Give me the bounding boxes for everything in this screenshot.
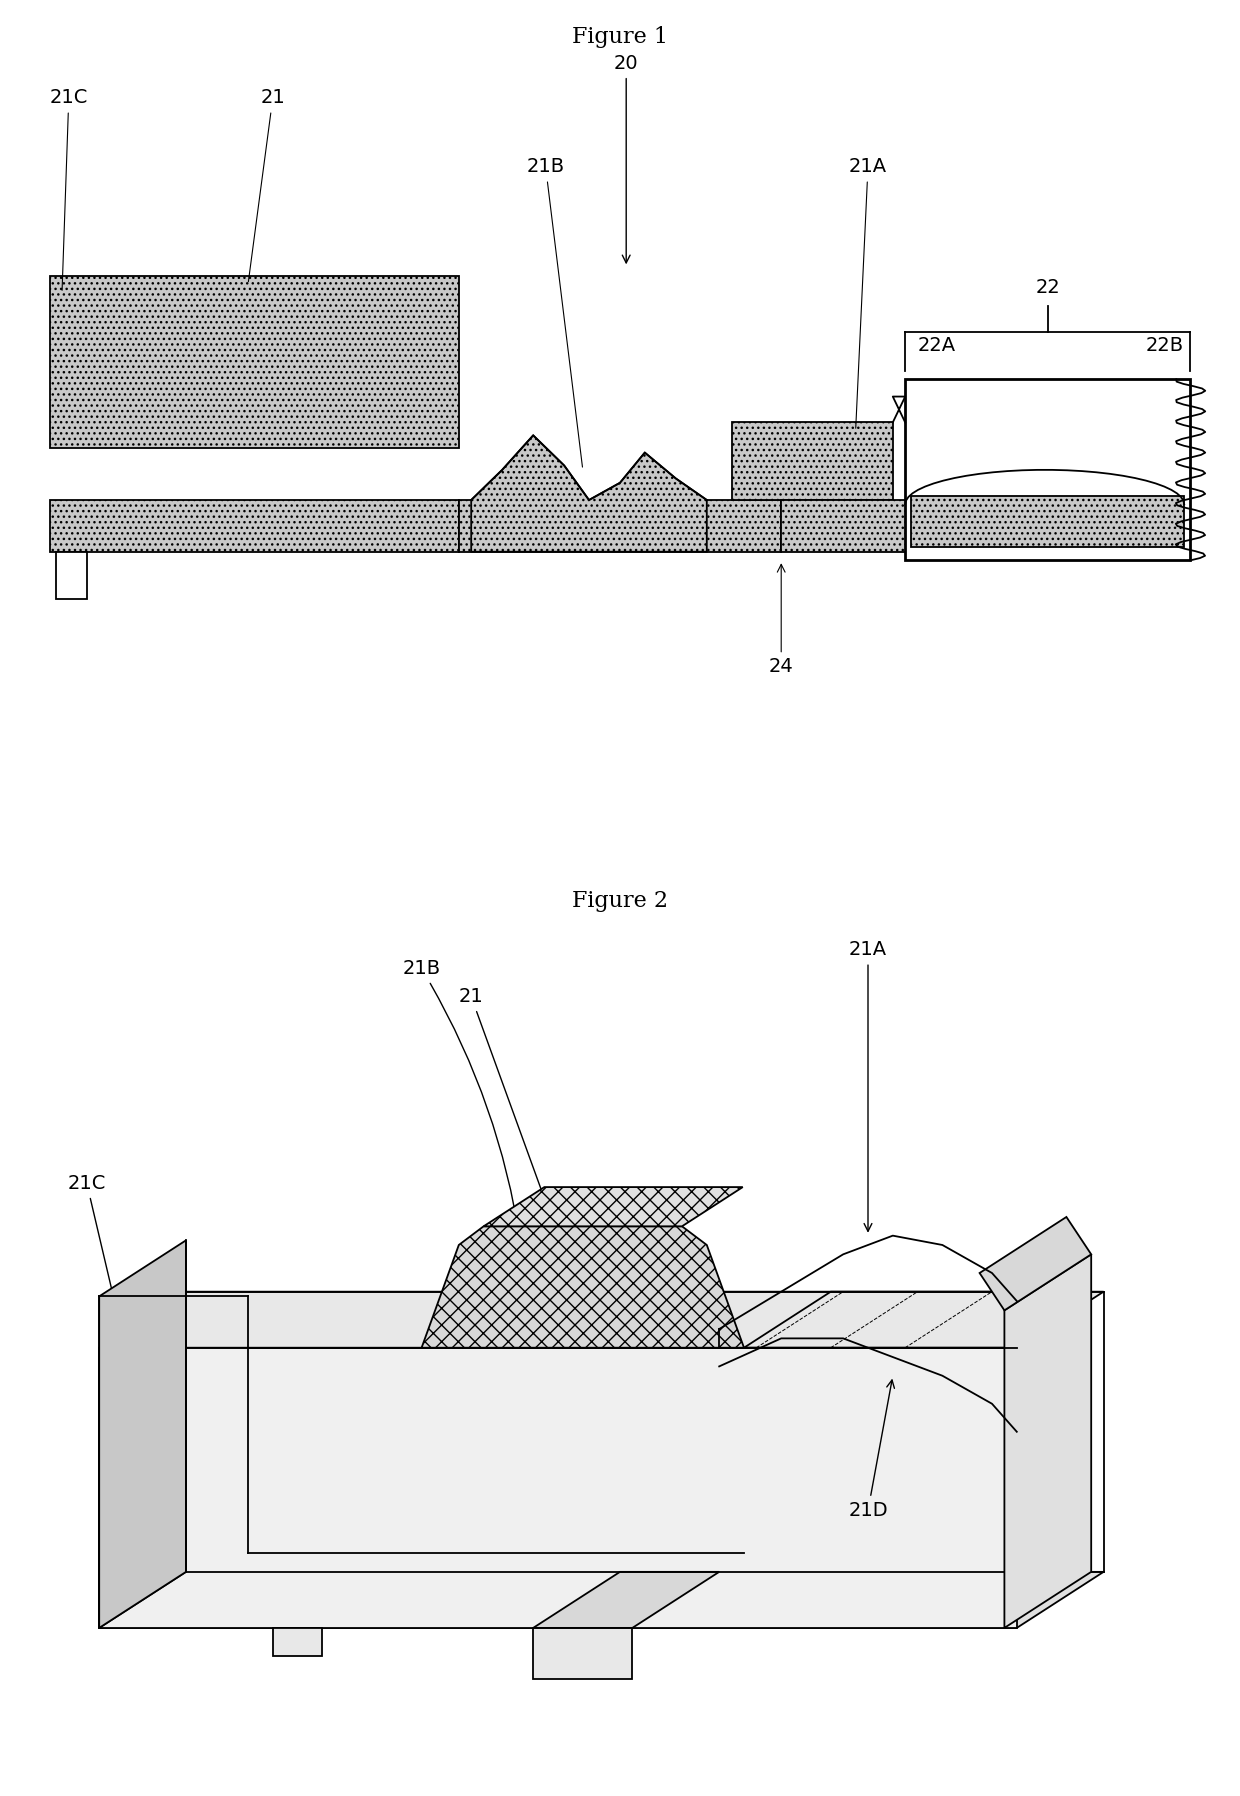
Polygon shape [99, 1241, 186, 1627]
Polygon shape [422, 1227, 744, 1347]
Text: Figure 1: Figure 1 [572, 25, 668, 48]
Polygon shape [484, 1187, 743, 1227]
Text: 21B: 21B [527, 158, 583, 467]
Text: 21A: 21A [849, 158, 887, 427]
Text: 20: 20 [614, 54, 639, 262]
Text: Figure 2: Figure 2 [572, 891, 668, 912]
Text: 21C: 21C [50, 88, 88, 291]
Text: 21C: 21C [68, 1175, 138, 1390]
Bar [50, 277, 459, 449]
Text: 22B: 22B [1146, 336, 1184, 356]
Text: 22: 22 [1035, 278, 1060, 298]
Bar [732, 422, 893, 499]
Bar [459, 499, 781, 551]
Polygon shape [980, 1218, 1091, 1311]
Text: 21: 21 [459, 988, 595, 1334]
Text: 21: 21 [248, 88, 285, 282]
Text: 21A: 21A [849, 941, 887, 1232]
Bar [56, 551, 87, 600]
Polygon shape [99, 1572, 1104, 1627]
Bar [911, 496, 1184, 548]
Polygon shape [1004, 1254, 1091, 1627]
Polygon shape [99, 1291, 186, 1627]
Text: 21D: 21D [848, 1379, 894, 1519]
Text: 22A: 22A [918, 336, 956, 356]
Text: 21B: 21B [403, 959, 523, 1241]
Polygon shape [533, 1572, 719, 1627]
Bar [781, 499, 967, 551]
Polygon shape [99, 1291, 1104, 1347]
Polygon shape [99, 1347, 1017, 1627]
Bar [905, 379, 1190, 560]
Text: 24: 24 [769, 564, 794, 677]
Bar [50, 499, 459, 551]
Polygon shape [273, 1627, 322, 1656]
Polygon shape [471, 435, 707, 551]
Polygon shape [533, 1627, 632, 1679]
